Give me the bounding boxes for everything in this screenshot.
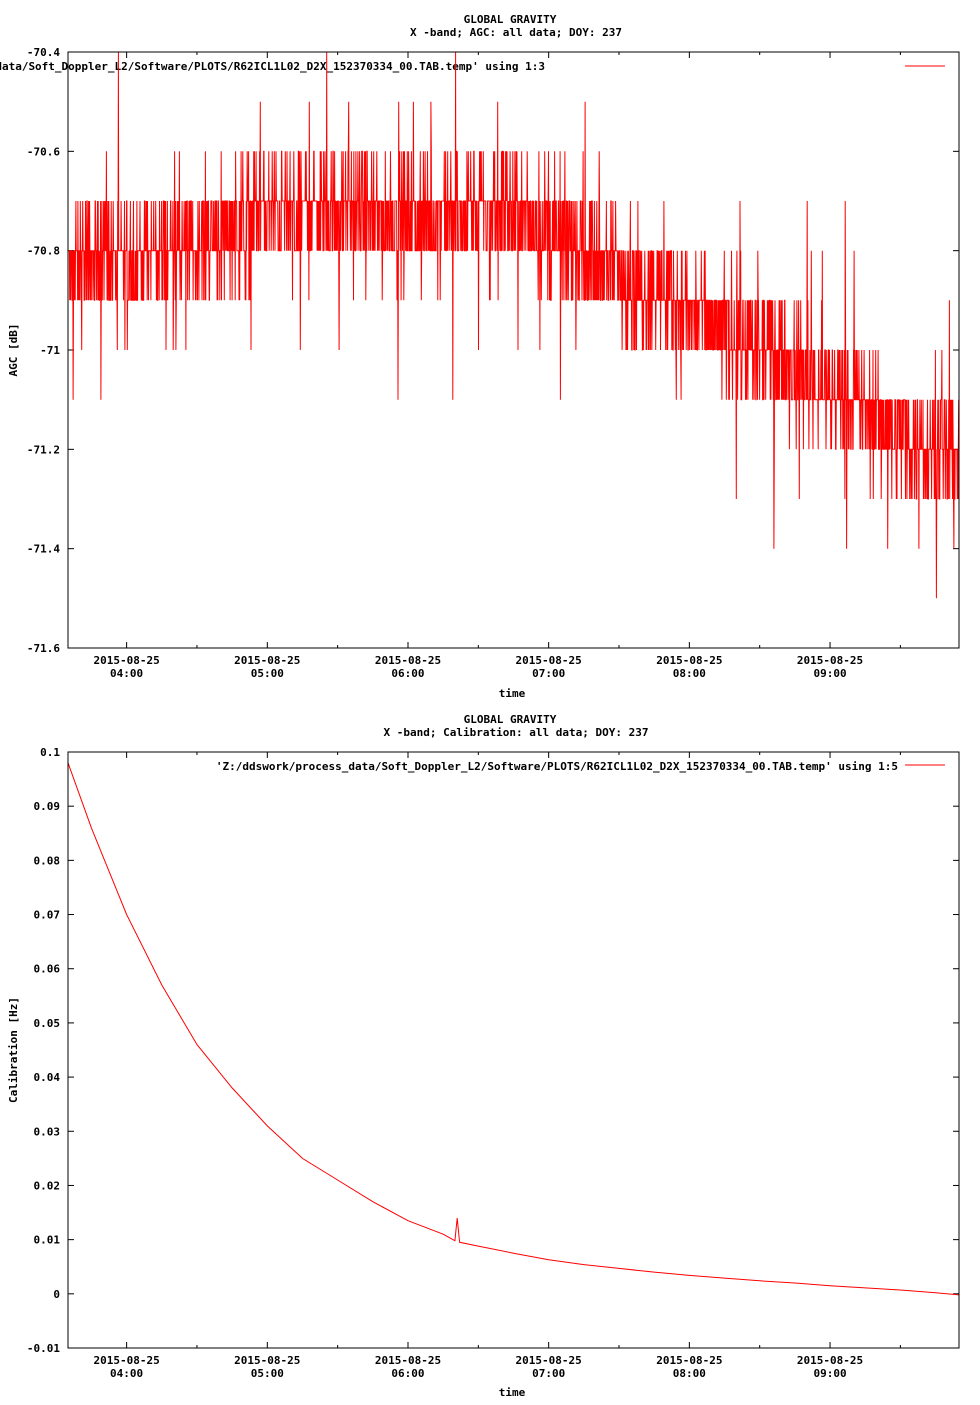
agc-x-tick-date: 2015-08-25 [656, 654, 722, 667]
agc-x-tick-time: 06:00 [391, 667, 424, 680]
calibration-y-tick-label: 0.09 [34, 800, 61, 813]
agc-y-tick-label: -70.6 [27, 145, 60, 158]
agc-data-line [68, 51, 960, 599]
agc-x-tick-date: 2015-08-25 [516, 654, 582, 667]
agc-x-tick-date: 2015-08-25 [797, 654, 863, 667]
agc-axis-ticks: -70.4 -70.6 -70.8 -71 -71.2 -71.4 -71.6 2015-08… [27, 46, 959, 680]
calibration-y-tick-label: 0 [53, 1288, 60, 1301]
agc-y-tick-label: -71 [40, 344, 60, 357]
calibration-x-tick-time: 09:00 [813, 1367, 846, 1380]
agc-x-tick-time: 04:00 [110, 667, 143, 680]
calibration-x-tick-date: 2015-08-25 [94, 1354, 160, 1367]
agc-x-tick-time: 05:00 [251, 667, 284, 680]
agc-y-tick-label: -71.2 [27, 443, 60, 456]
agc-chart-title: GLOBAL GRAVITY [464, 13, 557, 26]
calibration-y-axis-label: Calibration [Hz] [7, 997, 20, 1103]
agc-x-tick-date: 2015-08-25 [234, 654, 300, 667]
agc-x-tick-date: 2015-08-25 [375, 654, 441, 667]
calibration-x-tick-date: 2015-08-25 [516, 1354, 582, 1367]
calibration-x-tick-date: 2015-08-25 [234, 1354, 300, 1367]
agc-chart: GLOBAL GRAVITY X -band; AGC: all data; D… [0, 13, 960, 700]
calibration-data-line [67, 762, 960, 1296]
agc-y-tick-label: -70.8 [27, 245, 60, 258]
agc-y-tick-label: -71.4 [27, 543, 60, 556]
calibration-x-axis-label: time [499, 1386, 526, 1399]
calibration-y-tick-label: 0.01 [34, 1234, 61, 1247]
calibration-y-tick-label: 0.1 [40, 746, 60, 759]
calibration-y-tick-label: 0.05 [34, 1017, 61, 1030]
calibration-x-tick-time: 07:00 [532, 1367, 565, 1380]
calibration-axis-ticks: 0.1 0.09 0.08 0.07 0.06 0.05 0.04 0.03 0.02 0.01 0… [27, 746, 959, 1380]
calibration-x-tick-date: 2015-08-25 [656, 1354, 722, 1367]
agc-plot-frame [67, 51, 960, 649]
calibration-chart-title: GLOBAL GRAVITY [464, 713, 557, 726]
agc-legend-label: 'Z:/ddswork/process_data/Soft_Doppler_L2… [0, 60, 545, 73]
agc-series-line [68, 51, 960, 599]
calibration-chart-subtitle: X -band; Calibration: all data; DOY: 237 [384, 726, 649, 739]
calibration-x-tick-time: 04:00 [110, 1367, 143, 1380]
agc-chart-subtitle: X -band; AGC: all data; DOY: 237 [410, 26, 622, 39]
agc-y-tick-label: -70.4 [27, 46, 60, 59]
calibration-y-tick-label: -0.01 [27, 1342, 60, 1355]
agc-x-tick-time: 08:00 [673, 667, 706, 680]
calibration-plot-frame [67, 751, 960, 1349]
agc-x-axis-label: time [499, 687, 526, 700]
calibration-y-tick-label: 0.07 [34, 909, 61, 922]
calibration-chart: GLOBAL GRAVITY X -band; Calibration: all… [7, 713, 960, 1399]
calibration-x-tick-time: 05:00 [251, 1367, 284, 1380]
calibration-y-tick-label: 0.02 [34, 1179, 61, 1192]
calibration-series-line [67, 762, 960, 1296]
agc-y-tick-label: -71.6 [27, 642, 60, 655]
calibration-x-tick-date: 2015-08-25 [375, 1354, 441, 1367]
calibration-x-tick-time: 08:00 [673, 1367, 706, 1380]
calibration-y-tick-label: 0.06 [34, 963, 61, 976]
calibration-legend-label: 'Z:/ddswork/process_data/Soft_Doppler_L2… [216, 760, 898, 773]
calibration-y-tick-label: 0.08 [34, 854, 61, 867]
agc-x-tick-time: 09:00 [813, 667, 846, 680]
calibration-y-tick-label: 0.03 [34, 1125, 61, 1138]
calibration-y-tick-label: 0.04 [34, 1071, 61, 1084]
calibration-x-tick-time: 06:00 [391, 1367, 424, 1380]
agc-x-tick-date: 2015-08-25 [94, 654, 160, 667]
agc-y-axis-label: AGC [dB] [7, 324, 20, 377]
agc-x-tick-time: 07:00 [532, 667, 565, 680]
calibration-x-tick-date: 2015-08-25 [797, 1354, 863, 1367]
